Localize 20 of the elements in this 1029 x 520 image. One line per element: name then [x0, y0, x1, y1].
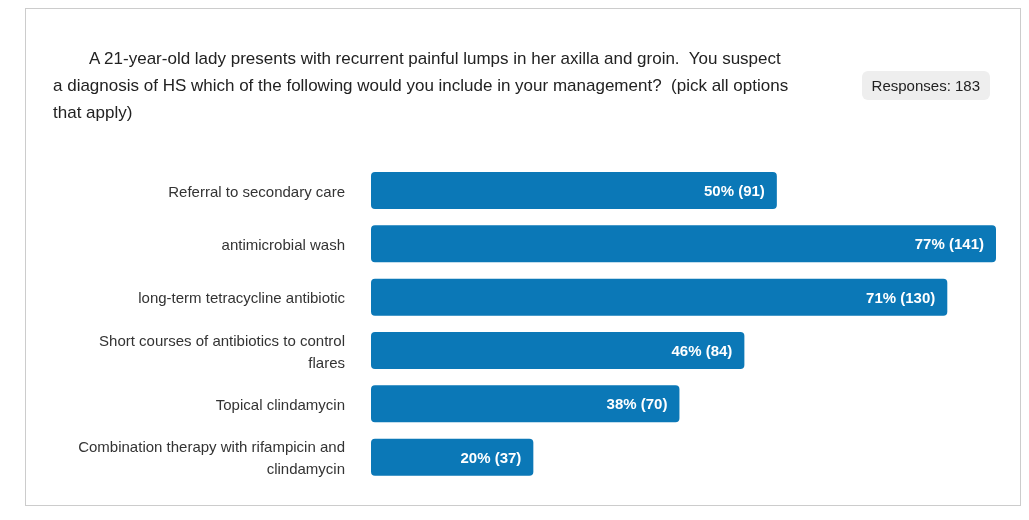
- data-label: 71% (130): [866, 288, 936, 306]
- y-tick-label: Topical clindamycin: [215, 395, 345, 413]
- y-tick-label: Short courses of antibiotics to control flares: [99, 331, 345, 371]
- data-label: 38% (70): [606, 395, 668, 413]
- bar: [371, 385, 680, 423]
- y-tick-label: Referral to secondary care: [168, 182, 345, 200]
- data-label: 77% (141): [914, 235, 984, 253]
- bar: [371, 225, 996, 263]
- text: Responses: 183: [861, 71, 990, 100]
- bar: [371, 332, 745, 369]
- data-label: 50% (91): [703, 182, 765, 199]
- y-tick-label: antimicrobial wash: [221, 235, 345, 253]
- bar: [371, 438, 534, 476]
- bar: [371, 278, 948, 316]
- y-tick-label: long-term tetracycline antibiotic: [138, 288, 346, 306]
- bar: [371, 172, 777, 209]
- data-label: 20% (37): [460, 448, 522, 466]
- chart-title: A 21-year-old lady presents with recurrent painful lumps in her axilla and groin. You suspect a diagnosis of HS which of the following would you include in your management? (pick all options that apply): [53, 48, 790, 124]
- y-tick-label: Combination therapy with rifampicin and clindamycin: [78, 437, 345, 477]
- data-label: 46% (84): [671, 342, 733, 359]
